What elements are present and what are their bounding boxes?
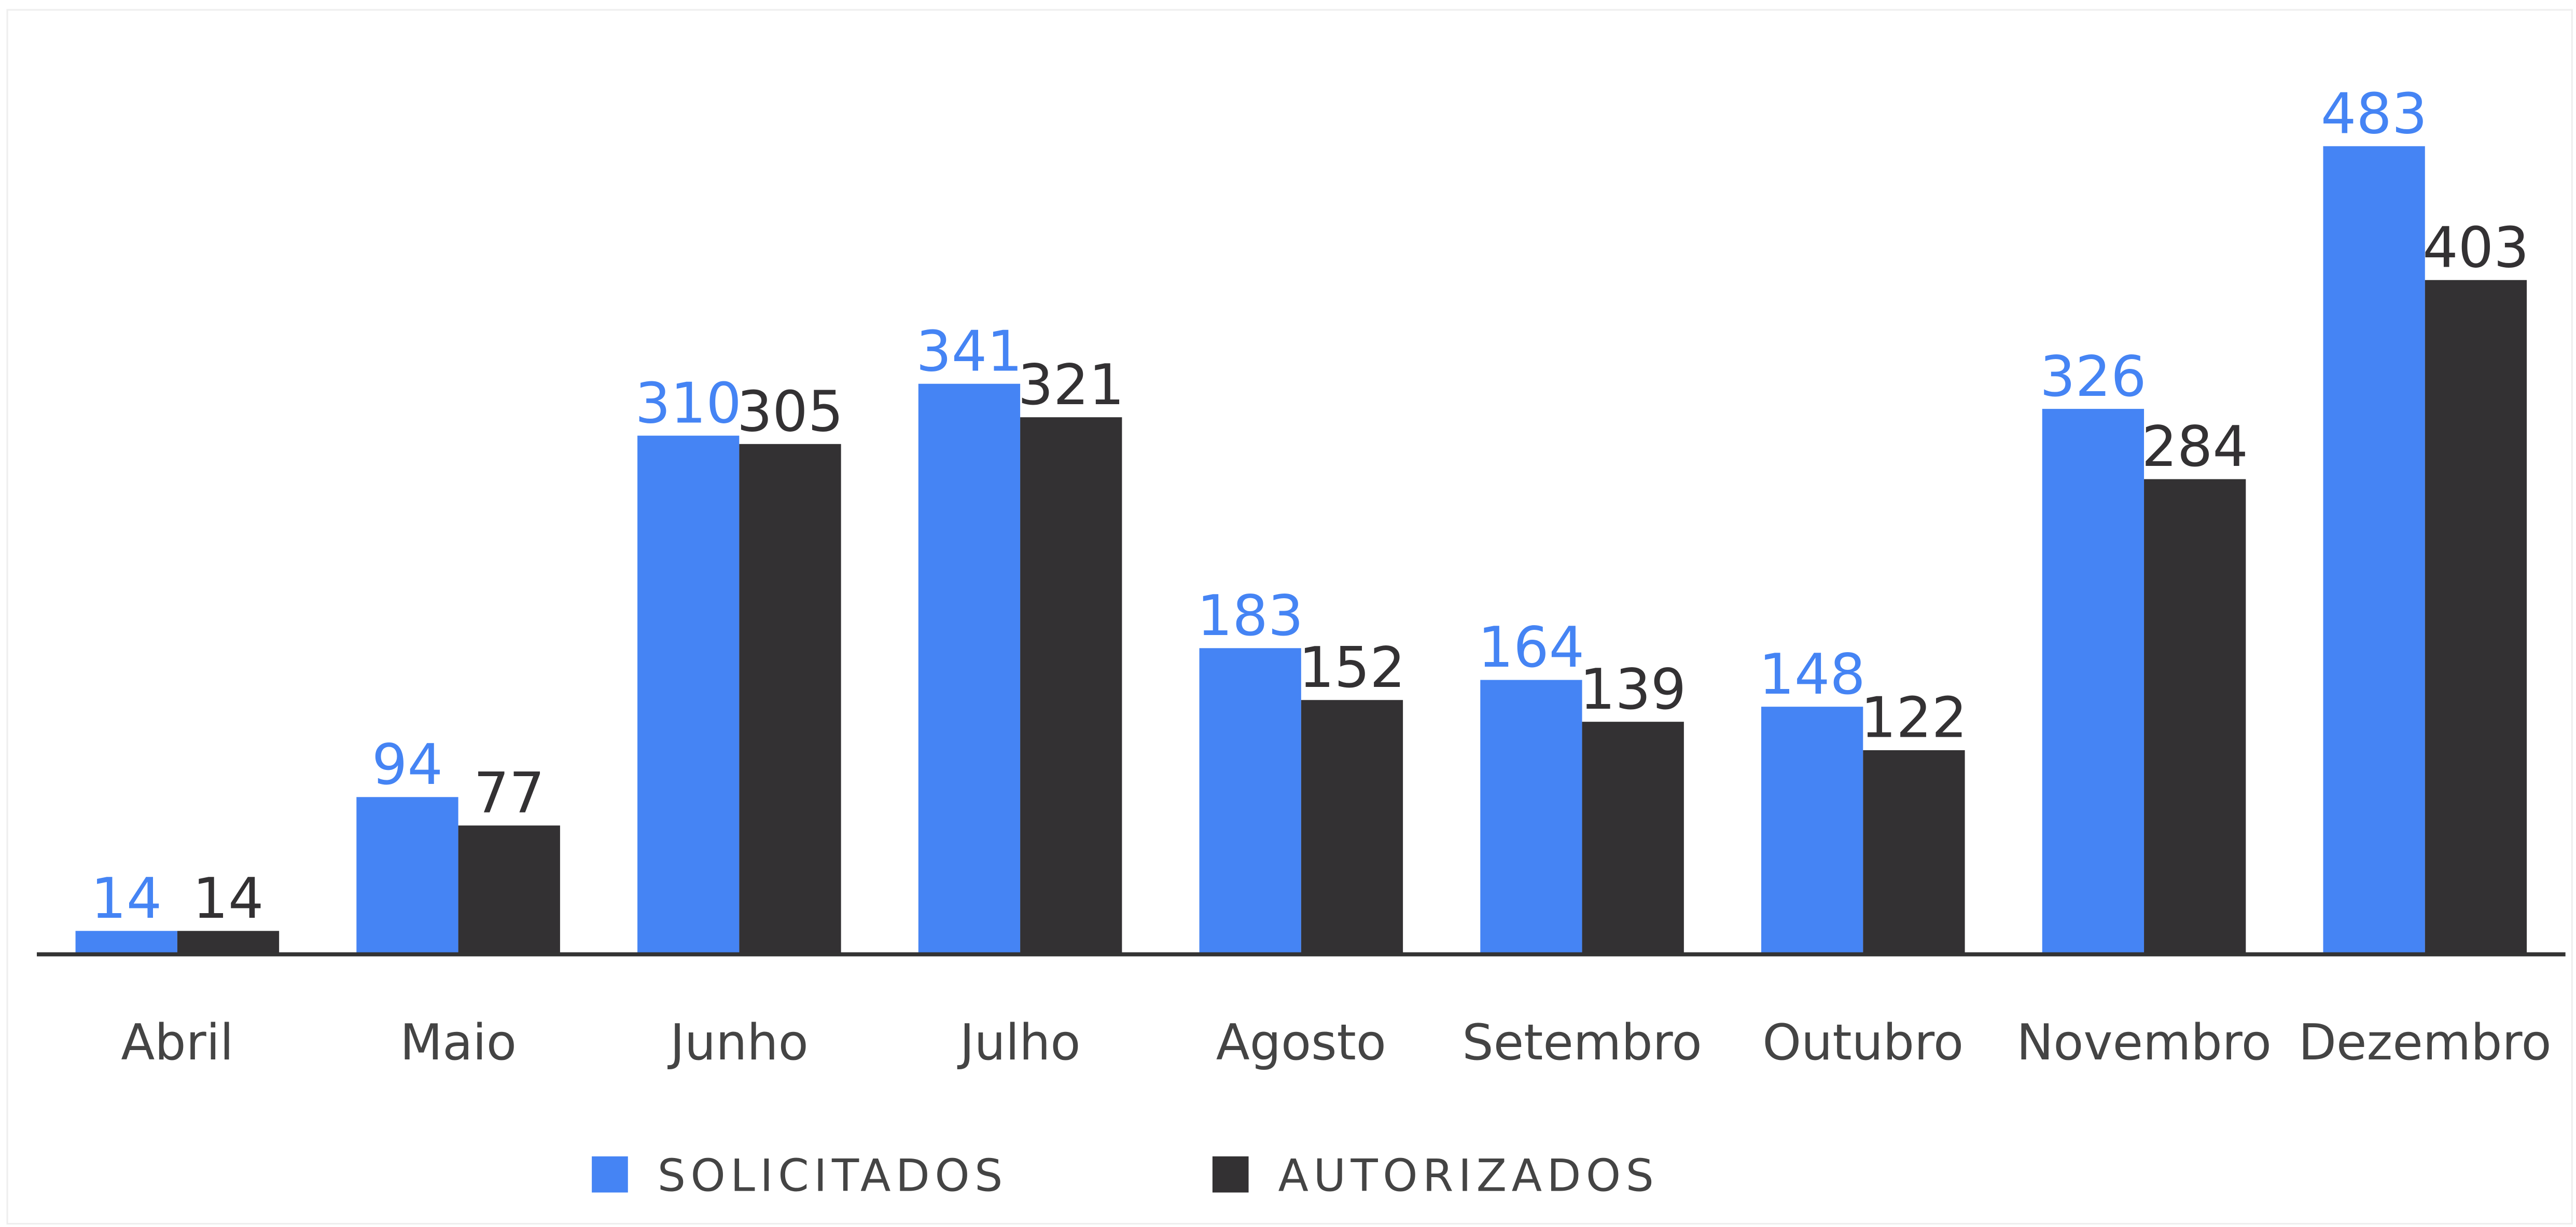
x-tick-label: Outubro (1762, 1014, 1964, 1071)
bar (1020, 417, 1122, 955)
x-tick-label: Junho (667, 1014, 809, 1071)
value-label: 284 (2141, 415, 2248, 479)
bar (1863, 750, 1965, 955)
bar (1301, 700, 1403, 955)
value-label: 326 (2040, 344, 2146, 409)
value-label: 183 (1197, 584, 1303, 649)
value-label: 14 (91, 866, 162, 931)
bar (177, 931, 280, 955)
legend-swatch (592, 1156, 628, 1193)
bar (1480, 680, 1582, 955)
bar (1199, 648, 1301, 955)
value-label: 305 (737, 379, 843, 444)
value-label: 152 (1299, 636, 1405, 700)
x-tick-label: Maio (400, 1014, 517, 1071)
bar (1761, 707, 1863, 955)
x-tick-label: Abril (121, 1014, 233, 1071)
bar (458, 825, 560, 955)
legend-label: AUTORIZADOS (1278, 1150, 1659, 1202)
bar (2042, 409, 2145, 955)
value-label: 139 (1580, 657, 1686, 722)
bar (637, 435, 740, 955)
bar (918, 383, 1021, 955)
value-label: 341 (916, 319, 1022, 384)
value-label: 14 (193, 866, 264, 931)
x-tick-label: Julho (957, 1014, 1081, 1071)
value-label: 321 (1018, 353, 1124, 418)
x-tick-label: Agosto (1216, 1014, 1386, 1071)
legend-swatch (1212, 1156, 1249, 1193)
value-label: 483 (2321, 81, 2427, 146)
bar (2144, 479, 2246, 955)
value-label: 164 (1478, 615, 1584, 680)
bar (1582, 722, 1684, 955)
bar (2425, 280, 2527, 955)
value-label: 77 (474, 761, 545, 826)
value-label: 403 (2422, 215, 2529, 280)
bar (739, 444, 841, 955)
legend-label: SOLICITADOS (658, 1150, 1008, 1202)
value-label: 94 (372, 733, 443, 797)
value-label: 310 (635, 371, 741, 436)
x-tick-label: Novembro (2016, 1014, 2272, 1071)
x-tick-label: Setembro (1462, 1014, 1702, 1071)
value-label: 122 (1861, 686, 1967, 751)
bar (356, 797, 458, 955)
value-label: 148 (1759, 642, 1865, 707)
bar (2323, 146, 2425, 955)
x-tick-label: Dezembro (2299, 1014, 2552, 1071)
bar (75, 931, 177, 955)
